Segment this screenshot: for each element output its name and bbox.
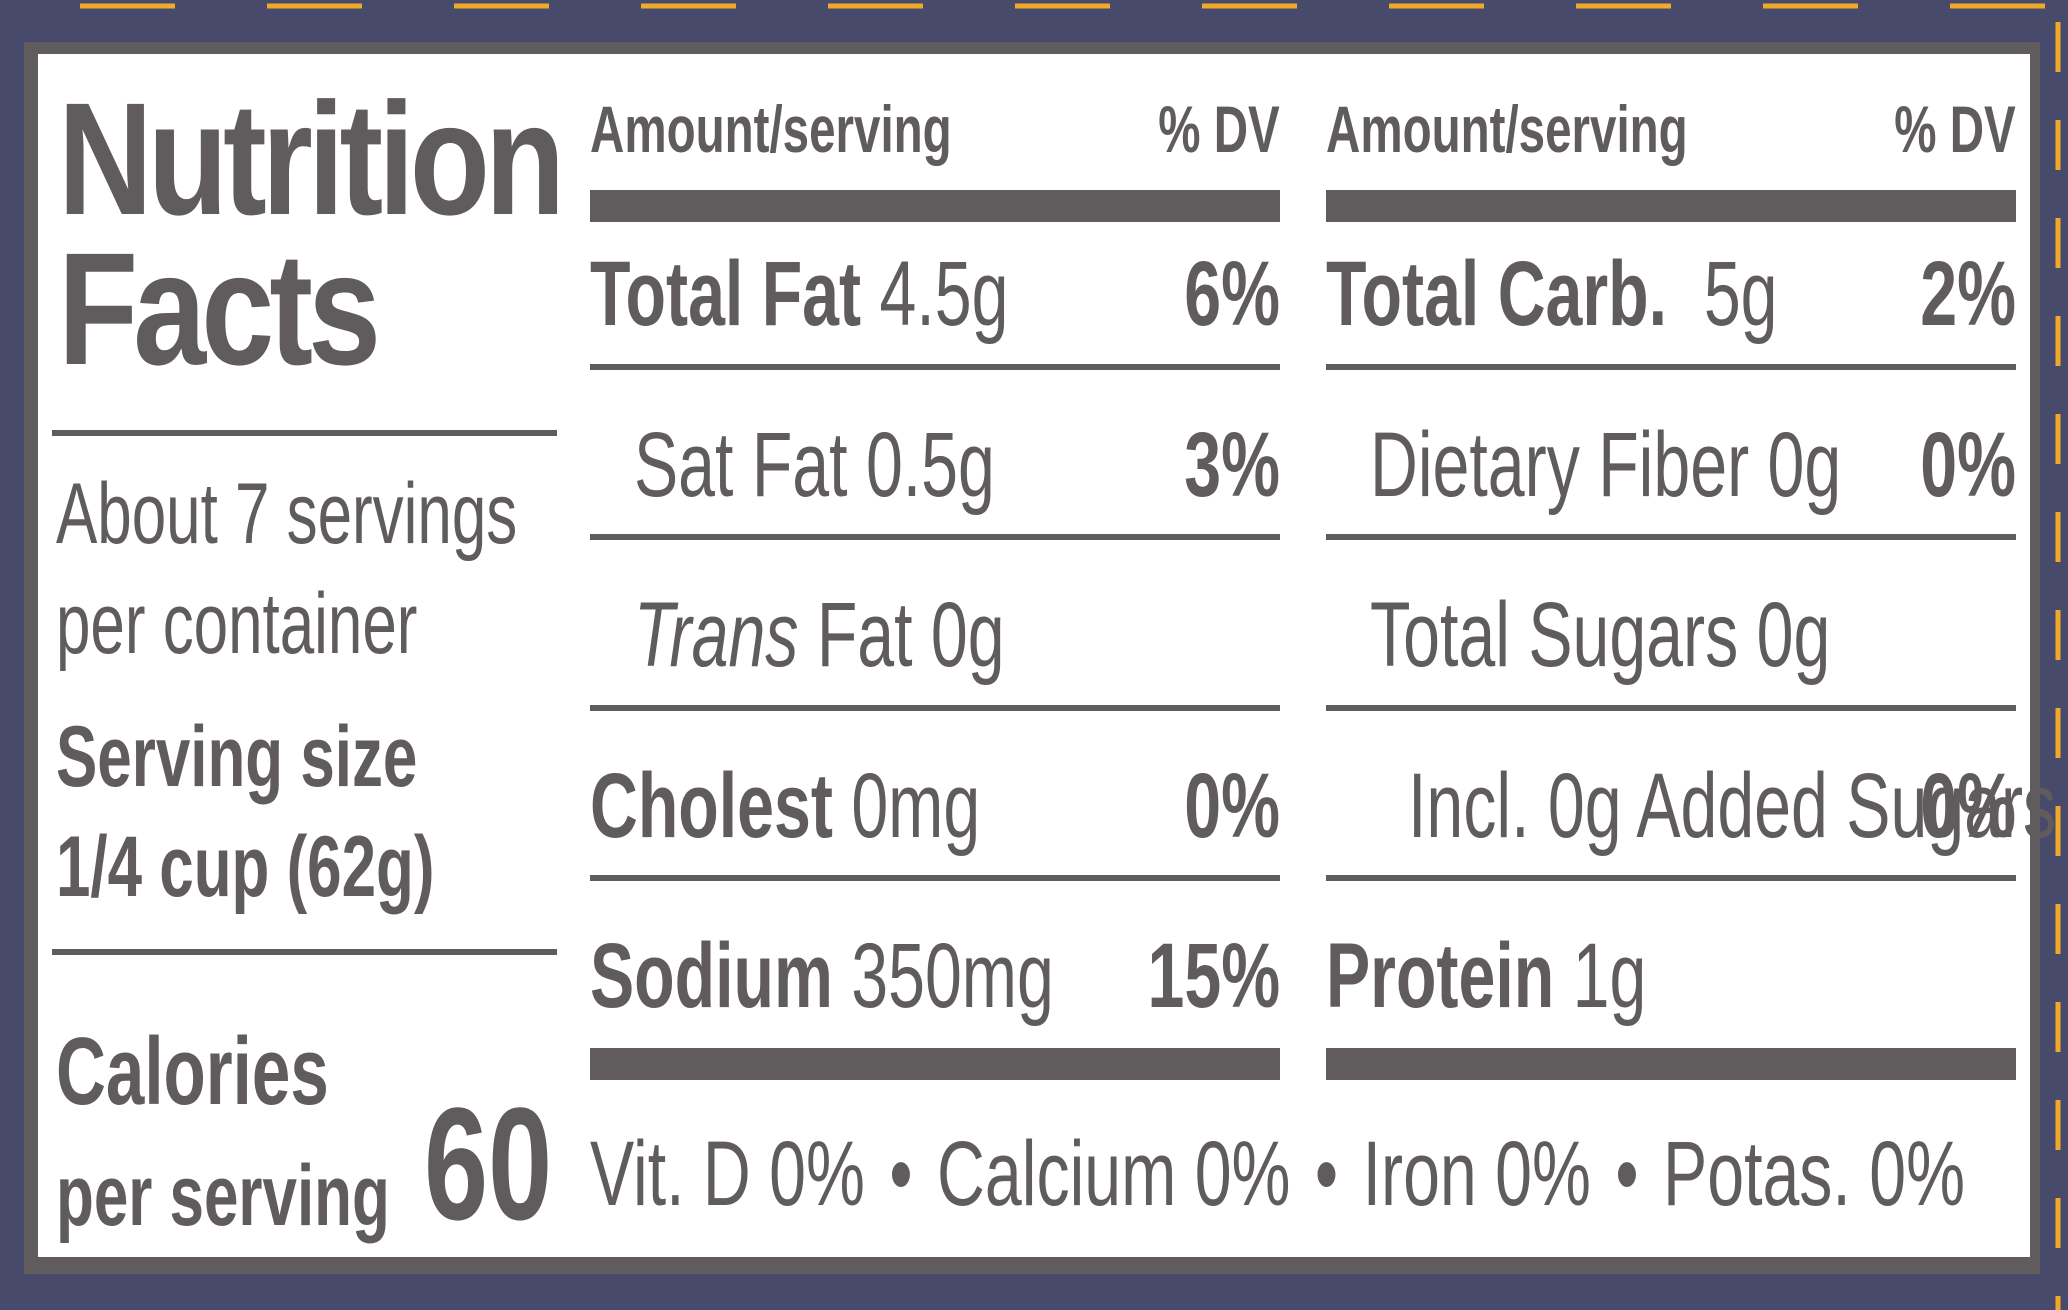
nutrient-dv: 2% [1920, 243, 2016, 345]
column-header: Amount/serving % DV [590, 84, 1280, 174]
divider [52, 430, 557, 436]
title-line2: Facts [58, 219, 381, 398]
calories-value: 60 [424, 1074, 553, 1253]
serving-size: Serving size 1/4 cup (62g) [56, 702, 582, 922]
divider [52, 949, 557, 955]
thin-rule [590, 705, 1280, 711]
column-header: Amount/serving % DV [1326, 84, 2016, 174]
nutrient-dv: 0% [1920, 755, 2016, 857]
dv-header: % DV [1158, 92, 1280, 166]
calories-sublabel: per serving [56, 1148, 390, 1244]
nutrient-label: Total Fat [590, 243, 862, 345]
nutrient-label: Total Carb. [1326, 243, 1668, 345]
row-protein: Protein 1g [1326, 911, 2016, 1041]
nutrient-amount: 5g [1703, 243, 1778, 345]
nutrient-amount: Fat 0g [816, 584, 1005, 686]
title-line1: Nutrition [58, 69, 565, 248]
nutrient-label: Sodium [590, 925, 833, 1027]
calories-block: Calories per serving [56, 1009, 520, 1259]
nutrient-amount: 4.5g [879, 243, 1009, 345]
row-dietary-fiber: Dietary Fiber 0g 0% [1326, 400, 2016, 530]
calories-label: Calories [56, 1018, 329, 1125]
dashed-border-right [2055, 0, 2061, 1310]
separator: • [889, 1123, 913, 1225]
thin-rule [1326, 534, 2016, 540]
separator: • [1615, 1123, 1639, 1225]
nutrient-label: Protein [1326, 925, 1555, 1027]
nutrient-amount: 0g [1767, 414, 1842, 516]
row-trans-fat: Trans Fat 0g [590, 570, 1280, 700]
thick-rule [1326, 190, 2016, 222]
nutrient-label: Trans [634, 584, 799, 686]
separator: • [1314, 1123, 1339, 1225]
nutrient-label: Cholest [590, 755, 833, 857]
row-sat-fat: Sat Fat 0.5g 3% [590, 400, 1280, 530]
amount-header: Amount/serving [1326, 92, 1688, 166]
serving-size-label: Serving size [56, 709, 418, 805]
nutrient-label: Sat Fat [634, 414, 848, 516]
nutrient-dv: 0% [1184, 755, 1280, 857]
nutrient-dv: 6% [1184, 243, 1280, 345]
row-total-carb: Total Carb. 5g 2% [1326, 229, 2016, 359]
row-total-sugars: Total Sugars 0g [1326, 570, 2016, 700]
nutrient-amount: 0g [1756, 584, 1831, 686]
servings-line1: About 7 servings [56, 466, 518, 562]
row-added-sugars: Incl. 0g Added Sugars 0% [1326, 741, 2056, 871]
nutrient-amount: 0.5g [865, 414, 995, 516]
servings-per-container: About 7 servings per container [56, 459, 697, 679]
thick-rule [1326, 1048, 2016, 1080]
thin-rule [590, 534, 1280, 540]
thin-rule [1326, 875, 2016, 881]
nutrient-label: Dietary Fiber [1370, 414, 1750, 516]
serving-size-value: 1/4 cup (62g) [56, 819, 435, 915]
nutrient-dv: 0% [1920, 414, 2016, 516]
nutrition-label: Nutrition Facts About 7 servings per con… [38, 54, 2056, 1259]
nutrient-amount: 0mg [851, 755, 981, 857]
row-cholesterol: Cholest 0mg 0% [590, 741, 1280, 871]
nutrient-dv: 3% [1184, 414, 1280, 516]
thick-rule [590, 1048, 1280, 1080]
thick-rule [590, 190, 1280, 222]
thin-rule [1326, 705, 2016, 711]
nutrient-amount: 1g [1572, 925, 1647, 1027]
iron: Iron 0% [1362, 1123, 1591, 1225]
nutrient-label: Incl. 0g Added Sugars [1408, 755, 2057, 857]
nutrient-amount: 350mg [851, 925, 1054, 1027]
thin-rule [1326, 364, 2016, 370]
potassium: Potas. 0% [1663, 1123, 1965, 1225]
dv-header: % DV [1894, 92, 2016, 166]
row-sodium: Sodium 350mg 15% [590, 911, 1280, 1041]
nutrient-dv: 15% [1147, 925, 1280, 1027]
servings-line2: per container [56, 576, 418, 672]
vitamins-minerals-line: Vit. D 0% • Calcium 0% • Iron 0% • Potas. 0% [590, 1114, 2020, 1234]
calcium: Calcium 0% [937, 1123, 1291, 1225]
dashed-border-top [0, 3, 2068, 9]
nutrient-label: Total Sugars [1370, 584, 1739, 686]
thin-rule [590, 364, 1280, 370]
thin-rule [590, 875, 1280, 881]
vitamin-d: Vit. D 0% [590, 1123, 865, 1225]
row-total-fat: Total Fat 4.5g 6% [590, 229, 1280, 359]
amount-header: Amount/serving [590, 92, 952, 166]
nutrition-facts-title: Nutrition Facts [58, 69, 670, 398]
